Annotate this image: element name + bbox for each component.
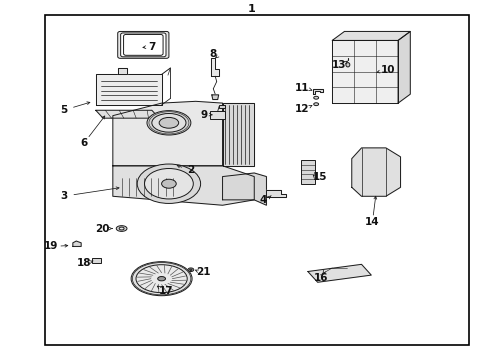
Text: 10: 10 (380, 65, 395, 75)
Polygon shape (222, 103, 254, 166)
Text: 8: 8 (209, 49, 216, 59)
Polygon shape (331, 31, 409, 40)
Ellipse shape (147, 111, 190, 135)
Ellipse shape (313, 96, 318, 99)
Text: 15: 15 (312, 172, 326, 182)
Ellipse shape (137, 164, 200, 203)
FancyBboxPatch shape (123, 35, 163, 55)
Text: 20: 20 (95, 224, 109, 234)
Ellipse shape (345, 63, 349, 67)
Polygon shape (307, 264, 370, 282)
FancyBboxPatch shape (121, 33, 165, 57)
Text: 18: 18 (76, 258, 91, 268)
Text: 16: 16 (314, 273, 328, 283)
Ellipse shape (136, 265, 187, 293)
Text: 21: 21 (195, 266, 210, 276)
Text: 5: 5 (61, 104, 67, 114)
Text: 7: 7 (148, 42, 155, 52)
Ellipse shape (313, 103, 318, 105)
Text: 17: 17 (159, 286, 173, 296)
Bar (300, 161, 315, 184)
Text: 11: 11 (294, 83, 308, 93)
Polygon shape (211, 95, 218, 99)
Text: 2: 2 (187, 165, 194, 175)
Bar (219, 105, 224, 108)
Ellipse shape (189, 269, 192, 270)
Text: 4: 4 (259, 195, 266, 205)
Polygon shape (118, 68, 127, 75)
Ellipse shape (158, 276, 165, 281)
Bar (44, 15, 468, 345)
Polygon shape (113, 166, 254, 205)
FancyBboxPatch shape (118, 31, 168, 58)
Ellipse shape (187, 268, 193, 271)
Ellipse shape (119, 227, 124, 230)
Polygon shape (266, 190, 285, 197)
Polygon shape (331, 40, 397, 103)
Text: 13: 13 (331, 60, 345, 70)
Text: 6: 6 (80, 138, 87, 148)
Ellipse shape (159, 117, 178, 128)
Polygon shape (351, 148, 400, 196)
Polygon shape (73, 241, 81, 247)
Ellipse shape (116, 226, 127, 231)
Polygon shape (222, 173, 266, 205)
Ellipse shape (152, 113, 185, 132)
Text: 9: 9 (201, 109, 208, 120)
Polygon shape (96, 75, 161, 105)
Polygon shape (113, 101, 222, 166)
Text: 12: 12 (294, 104, 308, 114)
Bar (92, 257, 101, 262)
Text: 3: 3 (61, 191, 67, 201)
Ellipse shape (131, 262, 192, 296)
Text: 19: 19 (43, 242, 58, 251)
Ellipse shape (144, 168, 193, 199)
Ellipse shape (161, 179, 176, 188)
Polygon shape (312, 89, 322, 94)
Text: 14: 14 (364, 217, 379, 227)
Bar (210, 111, 224, 118)
Polygon shape (96, 110, 159, 118)
Polygon shape (397, 31, 409, 103)
Polygon shape (211, 58, 219, 76)
Text: 1: 1 (247, 4, 255, 14)
